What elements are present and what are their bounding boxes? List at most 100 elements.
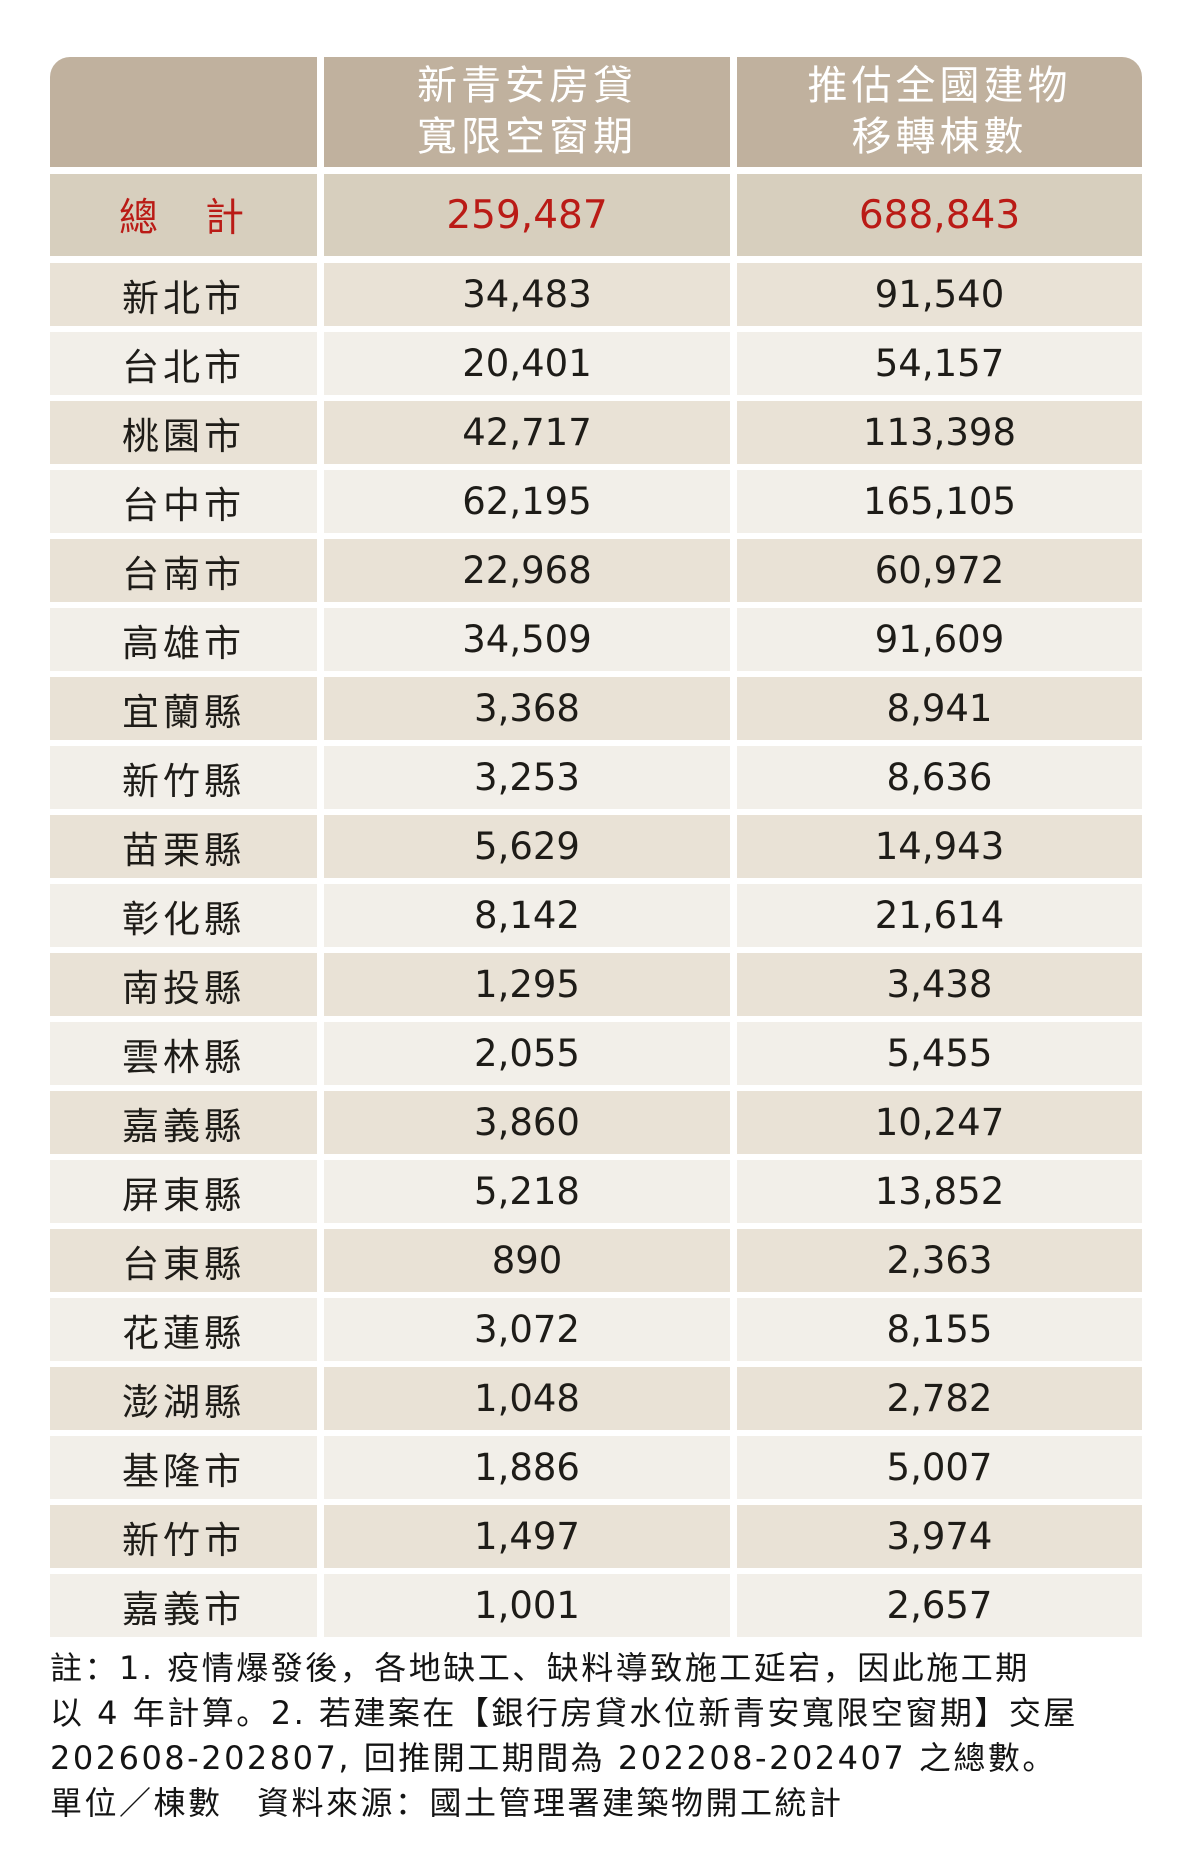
transfers-cell: 2,657 [737,1574,1142,1637]
loan-window-cell: 890 [324,1229,730,1292]
header-loan-window-line1: 新青安房貸 [417,63,637,109]
table-row: 澎湖縣 1,048 2,782 [50,1367,1142,1430]
region-cell: 南投縣 [50,953,317,1016]
region-cell: 桃園市 [50,401,317,464]
total-transfers-value: 688,843 [737,174,1142,256]
transfers-cell: 5,455 [737,1022,1142,1085]
loan-window-cell: 1,001 [324,1574,730,1637]
transfers-cell: 2,363 [737,1229,1142,1292]
region-cell: 彰化縣 [50,884,317,947]
loan-window-cell: 3,368 [324,677,730,740]
table-row: 桃園市 42,717 113,398 [50,401,1142,464]
transfers-cell: 3,438 [737,953,1142,1016]
table-row: 宜蘭縣 3,368 8,941 [50,677,1142,740]
region-cell: 宜蘭縣 [50,677,317,740]
note-line-1: 註：1. 疫情爆發後，各地缺工、缺料導致施工延宕，因此施工期 [50,1649,1030,1687]
transfers-cell: 113,398 [737,401,1142,464]
loan-window-cell: 1,295 [324,953,730,1016]
table-row: 嘉義市 1,001 2,657 [50,1574,1142,1637]
loan-window-cell: 22,968 [324,539,730,602]
table-row: 基隆市 1,886 5,007 [50,1436,1142,1499]
loan-window-cell: 62,195 [324,470,730,533]
region-cell: 台中市 [50,470,317,533]
loan-window-cell: 1,497 [324,1505,730,1568]
region-cell: 新竹縣 [50,746,317,809]
table-row: 雲林縣 2,055 5,455 [50,1022,1142,1085]
loan-window-cell: 2,055 [324,1022,730,1085]
header-transfers-column: 推估全國建物 移轉棟數 [737,57,1142,167]
table-row: 新北市 34,483 91,540 [50,263,1142,326]
transfers-cell: 8,941 [737,677,1142,740]
loan-window-cell: 3,860 [324,1091,730,1154]
table-row: 高雄市 34,509 91,609 [50,608,1142,671]
loan-window-cell: 34,509 [324,608,730,671]
table-row: 新竹縣 3,253 8,636 [50,746,1142,809]
transfers-cell: 91,540 [737,263,1142,326]
region-cell: 澎湖縣 [50,1367,317,1430]
loan-window-cell: 3,072 [324,1298,730,1361]
header-corner-cell [50,57,317,167]
table-row: 台中市 62,195 165,105 [50,470,1142,533]
region-cell: 台北市 [50,332,317,395]
transfers-cell: 2,782 [737,1367,1142,1430]
region-cell: 基隆市 [50,1436,317,1499]
region-cell: 嘉義縣 [50,1091,317,1154]
housing-loan-table: 新青安房貸 寬限空窗期 推估全國建物 移轉棟數 總 計 259,487 688,… [50,57,1142,1643]
loan-window-cell: 5,629 [324,815,730,878]
region-cell: 台南市 [50,539,317,602]
region-cell: 雲林縣 [50,1022,317,1085]
table-row: 台東縣 890 2,363 [50,1229,1142,1292]
transfers-cell: 8,155 [737,1298,1142,1361]
loan-window-cell: 1,048 [324,1367,730,1430]
transfers-cell: 8,636 [737,746,1142,809]
header-loan-window-column: 新青安房貸 寬限空窗期 [324,57,730,167]
table-row: 南投縣 1,295 3,438 [50,953,1142,1016]
table-row: 台北市 20,401 54,157 [50,332,1142,395]
transfers-cell: 165,105 [737,470,1142,533]
region-cell: 台東縣 [50,1229,317,1292]
region-cell: 花蓮縣 [50,1298,317,1361]
loan-window-cell: 8,142 [324,884,730,947]
total-loan-window-value: 259,487 [324,174,730,256]
region-cell: 新北市 [50,263,317,326]
region-cell: 新竹市 [50,1505,317,1568]
loan-window-cell: 20,401 [324,332,730,395]
table-row: 花蓮縣 3,072 8,155 [50,1298,1142,1361]
loan-window-cell: 34,483 [324,263,730,326]
header-transfers-line1: 推估全國建物 [807,63,1072,109]
note-line-4: 單位／棟數 資料來源：國土管理署建築物開工統計 [50,1784,844,1822]
transfers-cell: 5,007 [737,1436,1142,1499]
region-cell: 屏東縣 [50,1160,317,1223]
transfers-cell: 10,247 [737,1091,1142,1154]
total-row: 總 計 259,487 688,843 [50,174,1142,256]
total-label: 總 計 [50,174,317,256]
note-line-3: 202608-202807, 回推開工期間為 202208-202407 之總數… [50,1739,1057,1777]
footnotes: 註：1. 疫情爆發後，各地缺工、缺料導致施工延宕，因此施工期 以 4 年計算。2… [50,1646,1160,1826]
loan-window-cell: 3,253 [324,746,730,809]
transfers-cell: 54,157 [737,332,1142,395]
transfers-cell: 14,943 [737,815,1142,878]
header-transfers-line2: 移轉棟數 [851,114,1028,160]
transfers-cell: 21,614 [737,884,1142,947]
table-row: 彰化縣 8,142 21,614 [50,884,1142,947]
loan-window-cell: 5,218 [324,1160,730,1223]
loan-window-cell: 42,717 [324,401,730,464]
transfers-cell: 91,609 [737,608,1142,671]
header-loan-window-line2: 寬限空窗期 [417,114,637,160]
table-row: 新竹市 1,497 3,974 [50,1505,1142,1568]
region-cell: 高雄市 [50,608,317,671]
region-cell: 苗栗縣 [50,815,317,878]
table-row: 苗栗縣 5,629 14,943 [50,815,1142,878]
table-row: 屏東縣 5,218 13,852 [50,1160,1142,1223]
table-row: 台南市 22,968 60,972 [50,539,1142,602]
transfers-cell: 60,972 [737,539,1142,602]
table-row: 嘉義縣 3,860 10,247 [50,1091,1142,1154]
table-header: 新青安房貸 寬限空窗期 推估全國建物 移轉棟數 [50,57,1142,167]
table-body: 新北市 34,483 91,540 台北市 20,401 54,157 桃園市 42,717 1… [50,263,1142,1637]
transfers-cell: 3,974 [737,1505,1142,1568]
region-cell: 嘉義市 [50,1574,317,1637]
transfers-cell: 13,852 [737,1160,1142,1223]
loan-window-cell: 1,886 [324,1436,730,1499]
note-line-2: 以 4 年計算。2. 若建案在【銀行房貸水位新青安寬限空窗期】交屋 [50,1694,1078,1732]
